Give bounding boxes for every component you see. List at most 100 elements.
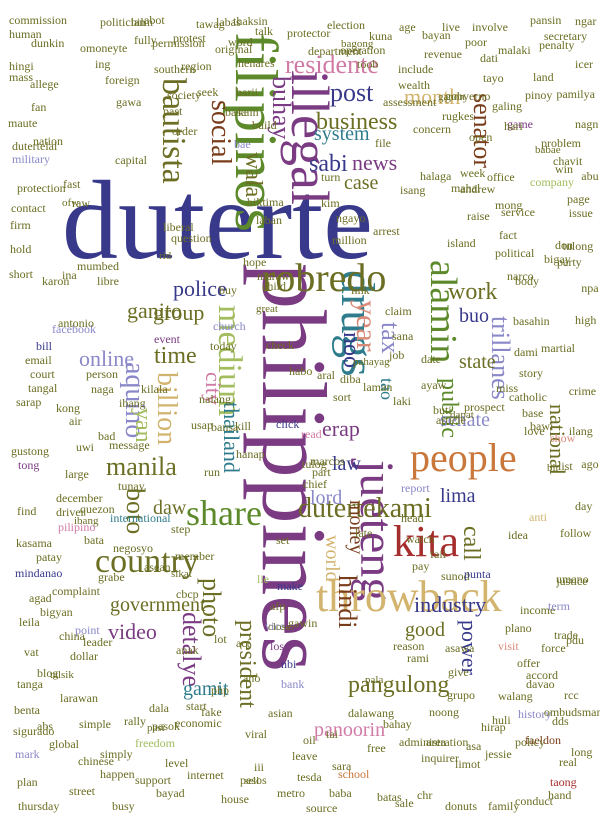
cloud-word: bir: [547, 462, 560, 474]
cloud-word: system: [314, 123, 370, 145]
cloud-word: military: [12, 152, 50, 166]
cloud-word: commission: [9, 13, 68, 27]
cloud-word: oil: [303, 733, 316, 747]
cloud-word: rami: [407, 651, 429, 665]
cloud-word: pinoy: [525, 88, 553, 102]
cloud-word: agad: [29, 591, 52, 605]
cloud-word: sigurado: [13, 724, 55, 738]
cloud-word: bayad: [156, 786, 185, 800]
cloud-word: ayaw: [421, 378, 447, 392]
cloud-word: order: [172, 124, 198, 138]
cloud-word: kong: [56, 401, 80, 415]
cloud-word: walang: [498, 689, 533, 703]
cloud-word: driver: [56, 505, 85, 519]
cloud-word: event: [154, 332, 180, 346]
cloud-word: raise: [467, 209, 490, 223]
cloud-word: tulong: [562, 239, 594, 253]
cloud-word: dollar: [70, 649, 98, 663]
cloud-word: hirap: [481, 720, 506, 734]
cloud-word: marcos: [310, 454, 345, 468]
cloud-word: close: [268, 621, 291, 633]
cloud-word: photo: [197, 578, 226, 638]
cloud-word: huli: [492, 713, 511, 727]
cloud-word: baba: [329, 786, 352, 800]
cloud-word: bae: [234, 137, 251, 151]
cloud-word: law: [332, 453, 361, 475]
cloud-word: fully: [134, 33, 157, 47]
cloud-word: time: [154, 343, 197, 369]
cloud-word: rid: [159, 250, 172, 262]
cloud-word: manila: [106, 452, 177, 481]
cloud-word: abu: [581, 169, 599, 183]
cloud-word: grabe: [98, 570, 125, 584]
cloud-word: land: [533, 70, 554, 84]
cloud-word: bad: [98, 429, 116, 443]
cloud-word: plan: [17, 775, 38, 789]
cloud-word: happen: [100, 767, 135, 781]
cloud-word: case: [344, 172, 379, 194]
cloud-word: politician: [100, 15, 146, 29]
cloud-word: buo: [459, 305, 489, 327]
cloud-word: panoorin: [314, 719, 386, 741]
cloud-word: robredo: [262, 255, 387, 300]
cloud-word: protest: [173, 31, 206, 45]
cloud-word: vat: [24, 645, 39, 659]
cloud-word: share: [186, 493, 262, 533]
cloud-word: toob: [357, 57, 379, 71]
cloud-word: chr: [417, 788, 433, 802]
cloud-word: basahin: [513, 314, 550, 328]
cloud-word: fail: [430, 547, 446, 561]
cloud-word: abs: [37, 719, 53, 733]
cloud-word: martial: [541, 341, 575, 355]
cloud-word: uwi: [76, 440, 94, 454]
cloud-word: hand: [548, 788, 572, 802]
cloud-word: maute: [8, 116, 38, 130]
cloud-word: head: [401, 511, 424, 525]
cloud-word: country: [95, 543, 199, 580]
cloud-word: pansin: [530, 13, 562, 27]
cloud-word: poor: [465, 35, 487, 49]
cloud-word: secretary: [543, 29, 588, 43]
cloud-word: claim: [385, 304, 412, 318]
cloud-word: force: [541, 641, 566, 655]
cloud-word: president: [234, 620, 260, 708]
cloud-word: business: [316, 109, 398, 135]
cloud-word: naga: [91, 382, 114, 396]
cloud-word: laman: [363, 380, 393, 394]
cloud-word: sell: [244, 775, 260, 787]
cloud-word: body: [515, 274, 539, 288]
cloud-word: issue: [568, 206, 593, 220]
cloud-word: labas: [216, 15, 241, 29]
cloud-word: mahal: [451, 181, 481, 195]
cloud-word: point: [75, 623, 100, 637]
cloud-word: nagn: [575, 117, 599, 131]
cloud-word: service: [501, 205, 535, 219]
cloud-word: busy: [112, 799, 135, 813]
cloud-word: leave: [292, 749, 318, 763]
cloud-word: today: [210, 339, 237, 353]
cloud-word: bahay: [383, 717, 412, 731]
cloud-word: house: [221, 792, 249, 806]
cloud-word: capital: [115, 153, 147, 167]
cloud-word: asean: [144, 560, 171, 574]
cloud-word: free: [367, 741, 386, 755]
cloud-word: tong: [18, 458, 40, 472]
cloud-word: protection: [17, 181, 66, 195]
cloud-word: tax: [376, 322, 405, 354]
cloud-word: human: [9, 27, 42, 41]
cloud-word: late: [355, 526, 373, 540]
cloud-word: person: [86, 367, 118, 381]
cloud-word: penalty: [539, 38, 575, 52]
cloud-word: bayan: [422, 28, 451, 42]
cloud-word: kill: [235, 419, 252, 433]
cloud-word: negosyo: [113, 541, 153, 555]
cloud-word: dati: [480, 51, 498, 65]
cloud-word: limot: [455, 757, 481, 771]
cloud-word: pasi: [147, 722, 165, 734]
cloud-word: dunkin: [31, 36, 65, 50]
cloud-word: job: [389, 348, 405, 362]
cloud-word: kita: [393, 517, 459, 566]
cloud-word: national: [545, 404, 570, 475]
cloud-word: hingi: [9, 59, 34, 73]
cloud-word: date: [421, 352, 441, 366]
